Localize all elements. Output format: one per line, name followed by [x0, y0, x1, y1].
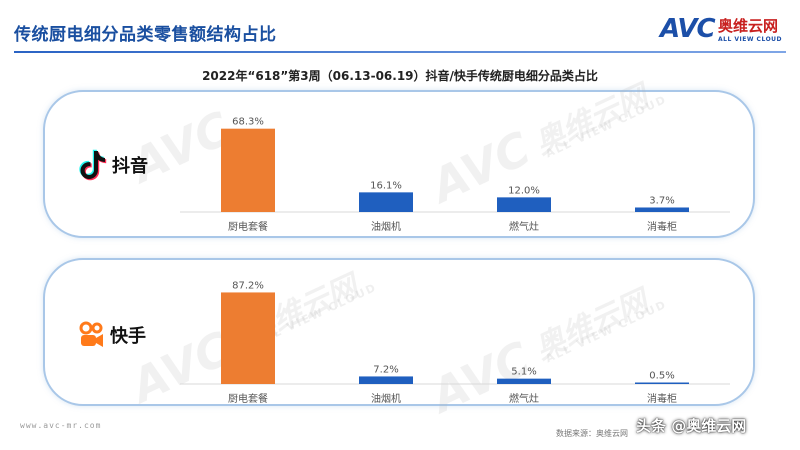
data-label: 3.7% — [649, 195, 674, 206]
data-label: 87.2% — [232, 280, 264, 291]
logo-name-en: ALL VIEW CLOUD — [718, 36, 783, 43]
category-label: 厨电套餐 — [228, 220, 268, 233]
chart-1: 87.2% 厨电套餐 7.2% 油烟机 5.1% 燃气灶 0.5% 消毒柜 — [180, 280, 730, 405]
category-label: 燃气灶 — [509, 220, 539, 233]
chart-0: 68.3% 厨电套餐 16.1% 油烟机 12.0% 燃气灶 3.7% 消毒柜 — [180, 117, 730, 233]
bar — [635, 207, 689, 212]
bar — [359, 376, 413, 384]
data-label: 12.0% — [508, 185, 540, 196]
kuaishou-icon — [79, 321, 103, 347]
category-label: 油烟机 — [371, 220, 401, 233]
bar — [497, 197, 551, 212]
category-label: 燃气灶 — [509, 392, 539, 405]
category-label: 油烟机 — [371, 392, 401, 405]
data-label: 0.5% — [649, 371, 674, 382]
data-source: 数据来源：奥维云网 — [556, 429, 628, 438]
logo-mark: AVC — [660, 14, 716, 44]
category-label: 厨电套餐 — [228, 392, 268, 405]
footer-credit: 头条 @奥维云网 — [636, 417, 747, 435]
title-divider — [14, 51, 786, 53]
page-title: 传统厨电细分品类零售额结构占比 — [14, 25, 277, 45]
douyin-label: 抖音 — [112, 156, 148, 177]
logo-name-cn: 奥维云网 — [718, 17, 779, 35]
kuaishou-label: 快手 — [110, 326, 146, 347]
footer-url: www.avc-mr.com — [20, 421, 102, 430]
data-label: 7.2% — [373, 364, 398, 375]
bar — [359, 192, 413, 212]
douyin-brand: 抖音 — [78, 148, 148, 182]
chart-title: 2022年“618”第3周（06.13-06.19）抖音/快手传统厨电细分品类占… — [202, 69, 598, 83]
data-label: 68.3% — [232, 117, 264, 128]
douyin-icon — [79, 149, 107, 181]
bar — [221, 128, 275, 212]
kuaishou-brand: 快手 — [78, 321, 146, 349]
bar — [221, 292, 275, 384]
bar — [497, 378, 551, 384]
category-label: 消毒柜 — [647, 392, 677, 405]
data-label: 5.1% — [511, 367, 536, 378]
data-label: 16.1% — [370, 180, 402, 191]
avc-logo: AVC 奥维云网 ALL VIEW CLOUD — [660, 14, 790, 48]
douyin-chart-panel — [43, 90, 755, 238]
category-label: 消毒柜 — [647, 220, 677, 233]
bar — [635, 382, 689, 384]
